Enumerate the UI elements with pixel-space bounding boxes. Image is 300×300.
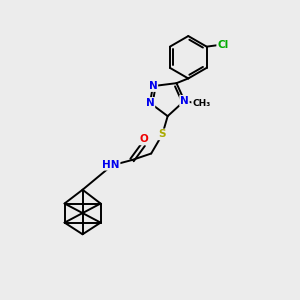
Text: CH₃: CH₃ [192,99,210,108]
Text: N: N [146,98,154,108]
Text: S: S [159,129,166,140]
Text: O: O [140,134,148,144]
Text: HN: HN [102,160,120,170]
Text: N: N [148,81,157,91]
Text: Cl: Cl [217,40,229,50]
Text: N: N [180,96,189,106]
